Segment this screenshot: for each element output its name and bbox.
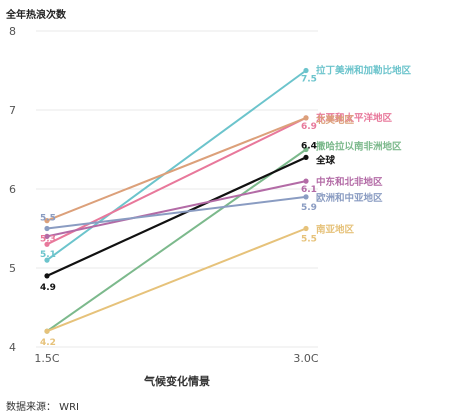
series-name-6: 欧洲和中亚地区 <box>316 192 383 204</box>
data-label-5-1: 6.1 <box>301 185 317 195</box>
y-tick-8: 8 <box>9 25 16 38</box>
data-label-4-0: 4.9 <box>40 283 56 293</box>
y-tick-4: 4 <box>9 341 16 354</box>
series-line-4 <box>46 156 307 277</box>
series-name-5: 中东和北非地区 <box>316 176 383 188</box>
x-tick-1.5C: 1.5C <box>34 352 59 365</box>
data-label-6-1: 5.9 <box>301 203 317 213</box>
point-1-0 <box>44 241 50 247</box>
series-line-7 <box>46 227 307 333</box>
point-4-1 <box>303 154 309 160</box>
x-axis-title: 气候变化情景 <box>143 374 210 388</box>
data-label-7-0: 4.2 <box>40 338 56 348</box>
source-note: 数据来源： WRI <box>6 400 79 413</box>
series-line-0 <box>46 69 307 261</box>
point-5-1 <box>303 178 309 184</box>
point-7-1 <box>303 225 309 232</box>
point-7-0 <box>44 328 50 334</box>
y-axis-title: 全年热浪次数 <box>5 8 67 21</box>
point-0-0 <box>44 257 50 263</box>
point-2-0 <box>44 218 50 224</box>
series-name-4: 全球 <box>315 154 336 166</box>
series-name-2: 北美地区 <box>316 114 355 126</box>
series-name-0: 拉丁美洲和加勒比地区 <box>316 65 412 77</box>
series-line-2 <box>46 116 307 222</box>
series-line-6 <box>46 195 307 230</box>
point-2-1 <box>303 115 309 121</box>
point-3-1 <box>303 146 309 153</box>
series-name-1: 东亚和太平洋地区 <box>316 112 393 124</box>
series-line-5 <box>46 180 307 238</box>
data-label-4-1: 6.4 <box>301 141 317 151</box>
series-lines <box>44 67 309 334</box>
series-line-3 <box>46 148 307 333</box>
series-line-1 <box>46 117 307 246</box>
series-name-7: 南亚地区 <box>316 224 355 236</box>
point-6-0 <box>44 225 50 232</box>
x-axis-ticks: 1.5C 3.0C <box>34 352 318 365</box>
y-tick-7: 7 <box>9 104 16 117</box>
data-label-0-1: 7.5 <box>301 75 317 85</box>
x-tick-3.0C: 3.0C <box>293 352 318 365</box>
point-0-1 <box>303 67 309 74</box>
y-axis-ticks: 4 5 6 7 8 <box>9 25 16 354</box>
data-label-0-0: 5.1 <box>40 250 56 260</box>
series-name-3: 撒哈拉以南非洲地区 <box>316 141 402 153</box>
data-label-6-0: 5.5 <box>40 214 56 224</box>
point-4-0 <box>44 273 50 279</box>
data-label-1-1: 6.9 <box>301 122 317 132</box>
point-5-0 <box>44 233 50 239</box>
gridlines <box>36 30 318 348</box>
y-tick-5: 5 <box>9 262 16 275</box>
data-label-1-0: 5.3 <box>40 234 56 244</box>
data-label-7-1: 5.5 <box>301 235 317 245</box>
y-tick-6: 6 <box>9 183 16 196</box>
point-6-1 <box>303 194 309 200</box>
